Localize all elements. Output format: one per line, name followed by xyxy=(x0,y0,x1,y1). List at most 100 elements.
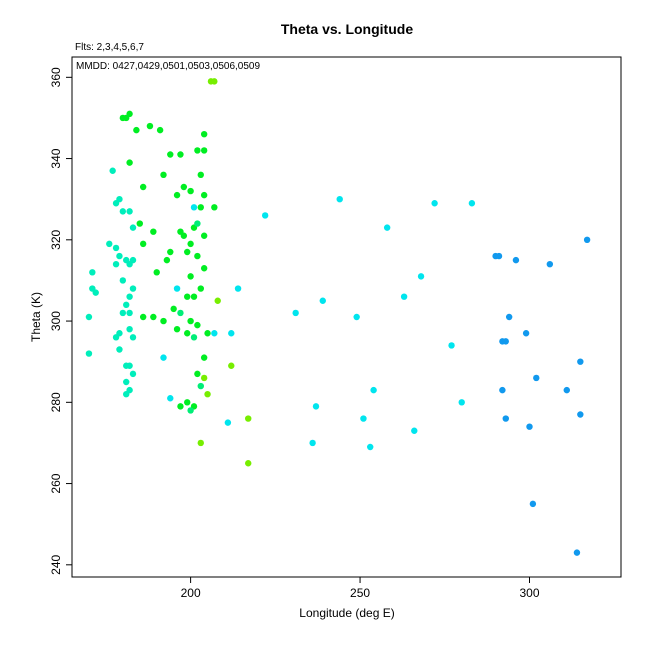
data-point xyxy=(197,204,204,211)
data-point xyxy=(187,273,194,280)
data-point xyxy=(245,460,252,467)
data-points xyxy=(85,78,591,556)
data-point xyxy=(92,289,99,296)
data-point xyxy=(204,390,211,398)
data-point xyxy=(153,269,160,276)
data-point xyxy=(116,195,123,203)
data-point xyxy=(126,110,133,118)
x-axis-label: Longitude (deg E) xyxy=(299,606,394,620)
plot-frame xyxy=(71,56,622,578)
data-point xyxy=(468,200,476,207)
data-point xyxy=(177,403,184,410)
data-point xyxy=(499,386,506,394)
data-point xyxy=(194,147,201,154)
y-axis: 240 260 280 300 320 340 360 xyxy=(49,67,72,575)
data-point xyxy=(522,330,530,337)
data-point xyxy=(200,354,208,361)
data-point xyxy=(133,126,140,134)
data-point xyxy=(529,500,537,508)
data-point xyxy=(200,147,208,154)
data-point xyxy=(177,309,184,317)
data-point xyxy=(180,232,188,239)
data-point xyxy=(187,317,194,325)
data-point xyxy=(112,260,120,268)
data-point xyxy=(448,342,455,349)
data-point xyxy=(187,407,194,414)
data-point xyxy=(160,317,167,325)
data-point xyxy=(163,256,171,264)
data-point xyxy=(173,191,181,199)
y-tick-label: 240 xyxy=(49,554,63,574)
data-point xyxy=(89,269,96,276)
data-point xyxy=(245,415,252,422)
data-point xyxy=(170,305,177,313)
data-point xyxy=(526,423,533,430)
data-point xyxy=(119,208,127,215)
data-point xyxy=(234,285,242,292)
data-point xyxy=(261,212,269,219)
data-point xyxy=(512,256,520,264)
data-point xyxy=(184,330,191,337)
data-point xyxy=(167,151,174,158)
data-point xyxy=(546,260,554,268)
y-tick-label: 300 xyxy=(49,311,63,331)
x-tick-label: 250 xyxy=(350,586,370,600)
data-point xyxy=(228,330,235,337)
data-point xyxy=(146,122,154,130)
data-point xyxy=(116,252,123,260)
data-point xyxy=(197,171,204,179)
data-point xyxy=(197,439,204,447)
data-point xyxy=(583,236,591,244)
data-point xyxy=(563,386,570,394)
data-point xyxy=(180,183,188,191)
data-point xyxy=(336,195,343,203)
data-point xyxy=(312,403,320,410)
data-point xyxy=(211,78,218,85)
data-point xyxy=(184,248,191,256)
x-tick-label: 300 xyxy=(519,586,539,600)
y-tick-label: 360 xyxy=(49,67,63,87)
data-point xyxy=(187,187,194,195)
data-point xyxy=(190,204,198,211)
y-tick-label: 280 xyxy=(49,392,63,412)
data-point xyxy=(228,362,235,369)
data-point xyxy=(200,232,208,239)
data-point xyxy=(200,191,208,199)
data-point xyxy=(126,309,133,317)
x-tick-label: 200 xyxy=(181,586,201,600)
data-point xyxy=(126,293,133,300)
data-point xyxy=(370,386,377,394)
data-point xyxy=(573,549,581,556)
data-point xyxy=(194,370,201,378)
data-point xyxy=(190,334,198,341)
data-point xyxy=(204,330,211,337)
y-axis-label: Theta (K) xyxy=(29,292,43,342)
data-point xyxy=(194,252,201,260)
data-point xyxy=(197,285,204,292)
data-point xyxy=(292,309,299,317)
data-point xyxy=(119,309,127,317)
data-point xyxy=(173,325,181,333)
data-point xyxy=(109,167,116,174)
data-point xyxy=(160,171,167,179)
data-point xyxy=(505,313,513,321)
data-point xyxy=(177,151,184,158)
flights-note: Flts: 2,3,4,5,6,7 xyxy=(75,42,144,53)
data-point xyxy=(184,399,191,406)
data-point xyxy=(502,338,509,345)
data-point xyxy=(200,265,208,272)
data-point xyxy=(85,313,93,321)
data-point xyxy=(156,126,164,134)
data-point xyxy=(139,183,147,191)
data-point xyxy=(224,419,232,426)
data-point xyxy=(411,427,418,434)
data-point xyxy=(167,395,174,402)
data-point xyxy=(431,200,438,207)
data-point xyxy=(533,374,540,382)
data-point xyxy=(116,346,123,353)
data-point xyxy=(577,358,584,365)
data-point xyxy=(367,443,374,451)
data-point xyxy=(126,159,133,166)
data-point xyxy=(187,240,194,248)
